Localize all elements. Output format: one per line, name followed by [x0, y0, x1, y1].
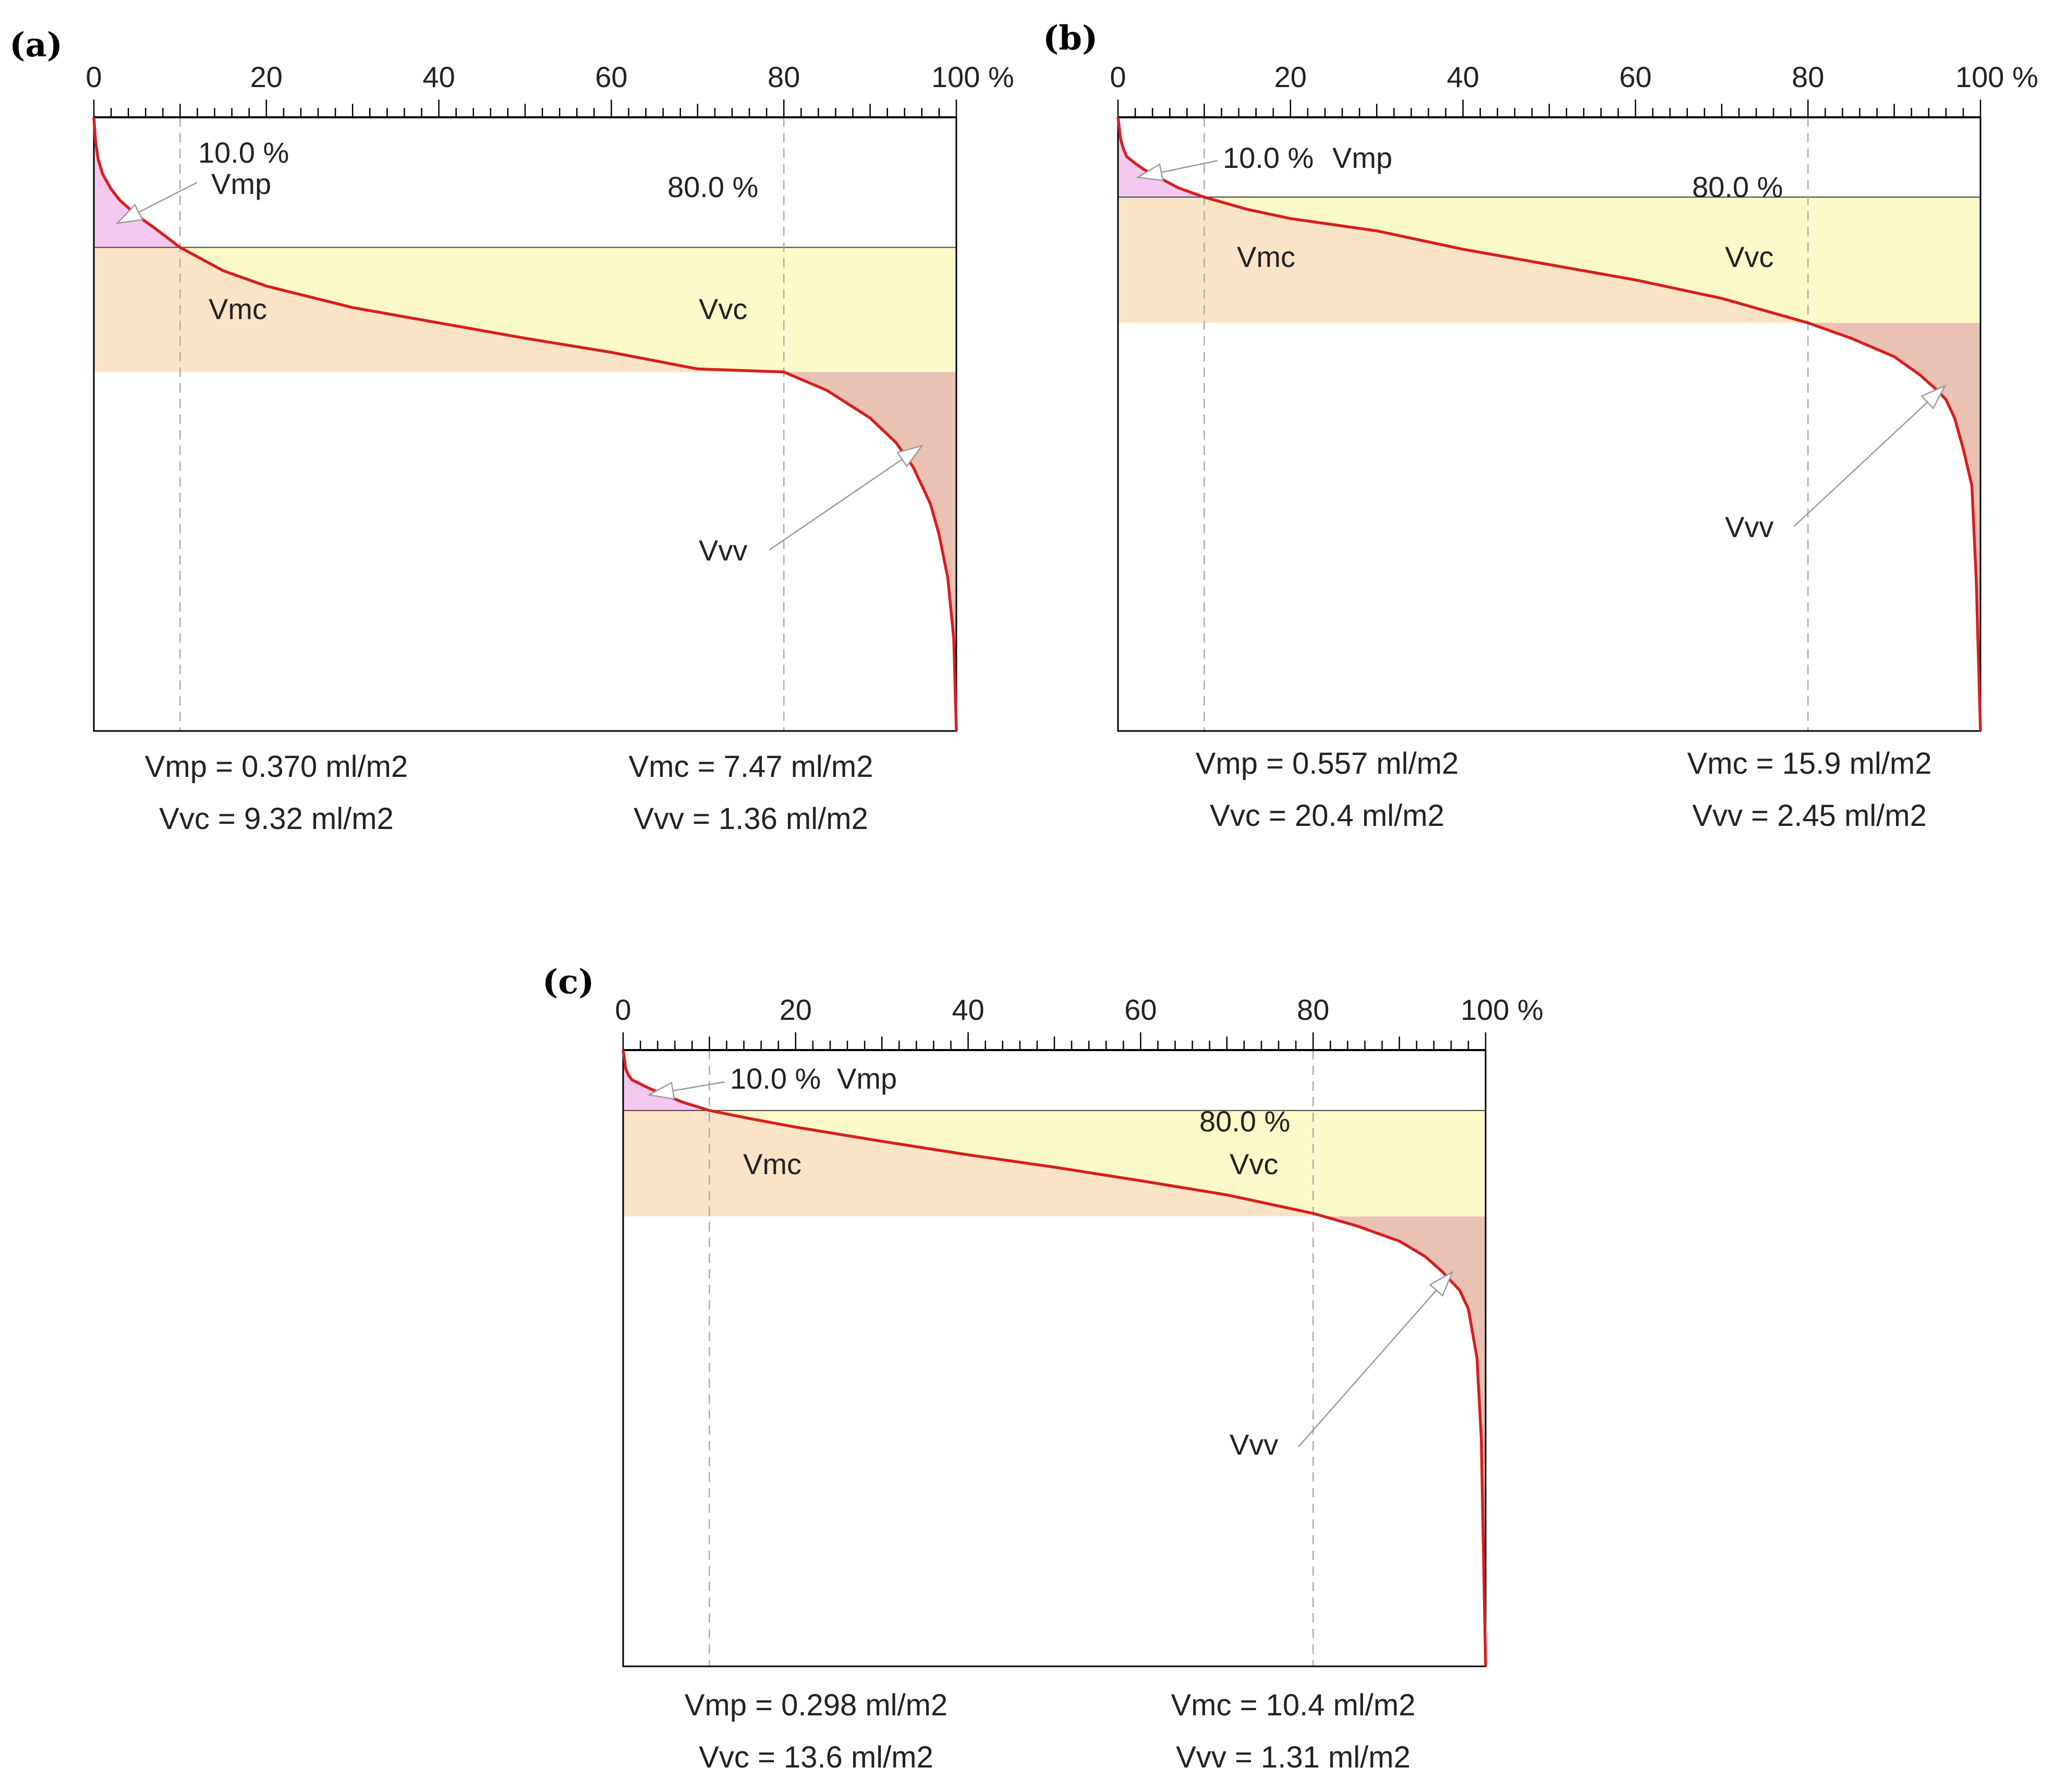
x-tick-label: 0 — [1110, 60, 1126, 93]
x-tick-label: 40 — [952, 993, 984, 1026]
vvv-arrow-line — [769, 445, 922, 551]
vvv-arrow-head — [1429, 1271, 1454, 1297]
vmp-arrow-head — [115, 203, 144, 224]
vvv-region — [784, 372, 956, 731]
vvc-region — [180, 247, 956, 372]
mr1-label: 10.0 % — [1223, 141, 1314, 174]
vvc-label: Vvc — [1230, 1148, 1278, 1180]
vmp-value: Vmp = 0.557 ml/m2 — [1196, 747, 1459, 781]
vvv-value: Vvv = 1.36 ml/m2 — [634, 802, 868, 836]
vvc-region — [709, 1110, 1486, 1217]
x-tick-label: 100 % — [1461, 993, 1543, 1026]
vmp-value: Vmp = 0.298 ml/m2 — [685, 1688, 948, 1722]
vvv-arrow-head — [896, 444, 924, 468]
vmc-label: Vmc — [1237, 240, 1295, 273]
x-tick-label: 60 — [1619, 60, 1651, 93]
x-tick-label: 20 — [250, 60, 283, 93]
vvc-label: Vvc — [699, 292, 747, 325]
vvv-region — [1808, 323, 1980, 731]
vvv-region — [1323, 1216, 1486, 1666]
x-tick-label: 60 — [1124, 993, 1157, 1026]
vmp-value: Vmp = 0.370 ml/m2 — [145, 750, 408, 784]
vmp-label: Vmp — [211, 167, 271, 200]
x-tick-label: 100 % — [1955, 60, 2038, 93]
vmc-region — [623, 1110, 1324, 1217]
vvc-value: Vvc = 13.6 ml/m2 — [699, 1740, 933, 1774]
x-tick-label: 80 — [768, 60, 800, 93]
vmc-region — [94, 247, 784, 372]
vmp-region — [94, 117, 180, 248]
vmp-label: Vmp — [1332, 141, 1392, 174]
x-tick-label: 40 — [1447, 60, 1479, 93]
chart-panel-c: 0 20 40 60 80 100 % 10.0 % Vmp 80.0 % Vmc Vvc Vvv (c… — [542, 962, 1543, 1774]
material-ratio-curve — [92, 117, 958, 732]
vmc-value: Vmc = 15.9 ml/m2 — [1687, 747, 1932, 781]
vmp-arrow-head — [647, 1081, 675, 1100]
x-tick-label: 0 — [615, 993, 631, 1026]
vvc-label: Vvc — [1725, 240, 1773, 273]
chart-panel-a: 0 20 40 60 80 100 % 10.0 %Vmp 80.0 % Vmc Vvc Vvv (a… — [9, 26, 1014, 836]
mr1-label: 10.0 % — [198, 136, 289, 169]
vmc-value: Vmc = 10.4 ml/m2 — [1171, 1688, 1416, 1722]
vvv-arrow-head — [1921, 384, 1947, 410]
vvv-value: Vvv = 2.45 ml/m2 — [1692, 799, 1927, 833]
x-tick-label: 0 — [86, 60, 102, 93]
x-tick-label: 20 — [780, 993, 812, 1026]
chart-panel-b: 0 20 40 60 80 100 % 10.0 % Vmp 80.0 % Vmc Vvc Vvv (b… — [1043, 19, 2038, 833]
x-tick-label: 60 — [595, 60, 627, 93]
mr1-label: 10.0 % — [730, 1062, 821, 1095]
vmc-label: Vmc — [209, 292, 267, 325]
vvv-label: Vvv — [1725, 510, 1773, 543]
x-tick-label: 40 — [422, 60, 455, 93]
x-tick-label: 100 % — [931, 60, 1014, 93]
vmp-label: Vmp — [837, 1062, 897, 1095]
vvc-value: Vvc = 20.4 ml/m2 — [1210, 799, 1444, 833]
vvv-label: Vvv — [699, 534, 747, 567]
material-ratio-curve — [622, 1050, 1487, 1667]
x-tick-label: 20 — [1274, 60, 1307, 93]
vmc-label: Vmc — [743, 1148, 801, 1180]
vvv-arrow-line — [1298, 1272, 1453, 1447]
panel-letter: (a) — [9, 26, 63, 65]
material-ratio-curve — [1116, 117, 1982, 732]
vvc-value: Vvc = 9.32 ml/m2 — [159, 802, 394, 836]
vvv-value: Vvv = 1.31 ml/m2 — [1176, 1740, 1411, 1774]
vvc-region — [1204, 197, 1980, 323]
vmp-region — [623, 1050, 710, 1111]
vmp-arrow-head — [1136, 163, 1164, 181]
x-tick-label: 80 — [1792, 60, 1824, 93]
panel-letter: (c) — [542, 962, 594, 1002]
x-tick-label: 80 — [1297, 993, 1329, 1026]
vmc-region — [1118, 197, 1808, 323]
mr2-label: 80.0 % — [1199, 1105, 1290, 1138]
vmc-value: Vmc = 7.47 ml/m2 — [629, 750, 873, 784]
vvv-label: Vvv — [1230, 1428, 1278, 1461]
mr2-label: 80.0 % — [667, 170, 758, 203]
panel-letter: (b) — [1043, 19, 1098, 58]
mr2-label: 80.0 % — [1692, 170, 1783, 203]
vvv-arrow-line — [1793, 385, 1946, 527]
